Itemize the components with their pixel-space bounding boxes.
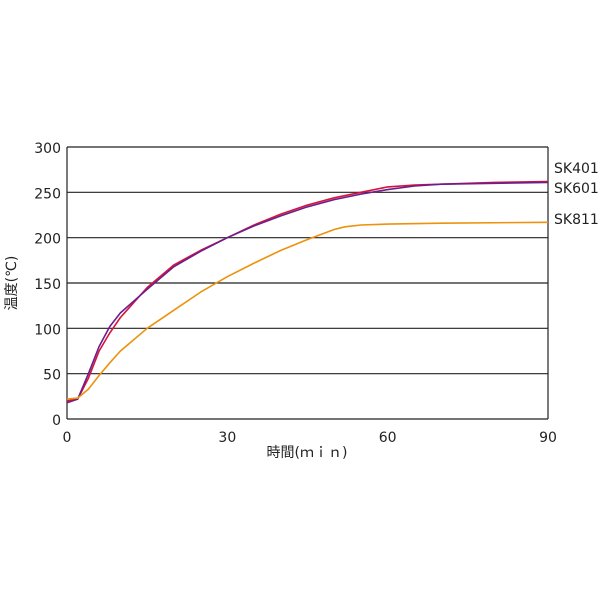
y-tick-label: 100: [34, 322, 61, 338]
y-tick-label: 200: [34, 232, 61, 248]
y-axis-label: 温度(℃): [4, 256, 20, 311]
y-tick-label: 50: [43, 368, 61, 384]
x-tick-label: 0: [63, 430, 72, 446]
series-line-sk601: [66, 181, 549, 404]
x-axis-label: 時間(ｍｉｎ): [267, 445, 348, 461]
x-tick-label: 30: [218, 430, 236, 446]
x-tick-label: 60: [379, 430, 397, 446]
series-label-sk601: SK601: [554, 181, 599, 197]
y-tick-label: 150: [34, 277, 61, 293]
y-tick-label: 300: [34, 141, 61, 157]
y-tick-label: 0: [52, 413, 61, 429]
series-label-sk811: SK811: [554, 212, 599, 228]
x-tick-label: 90: [539, 430, 557, 446]
y-tick-label: 250: [34, 186, 61, 202]
series-label-sk401: SK401: [554, 161, 599, 177]
series-line-sk811: [66, 221, 549, 400]
series-line-sk401: [66, 180, 549, 402]
